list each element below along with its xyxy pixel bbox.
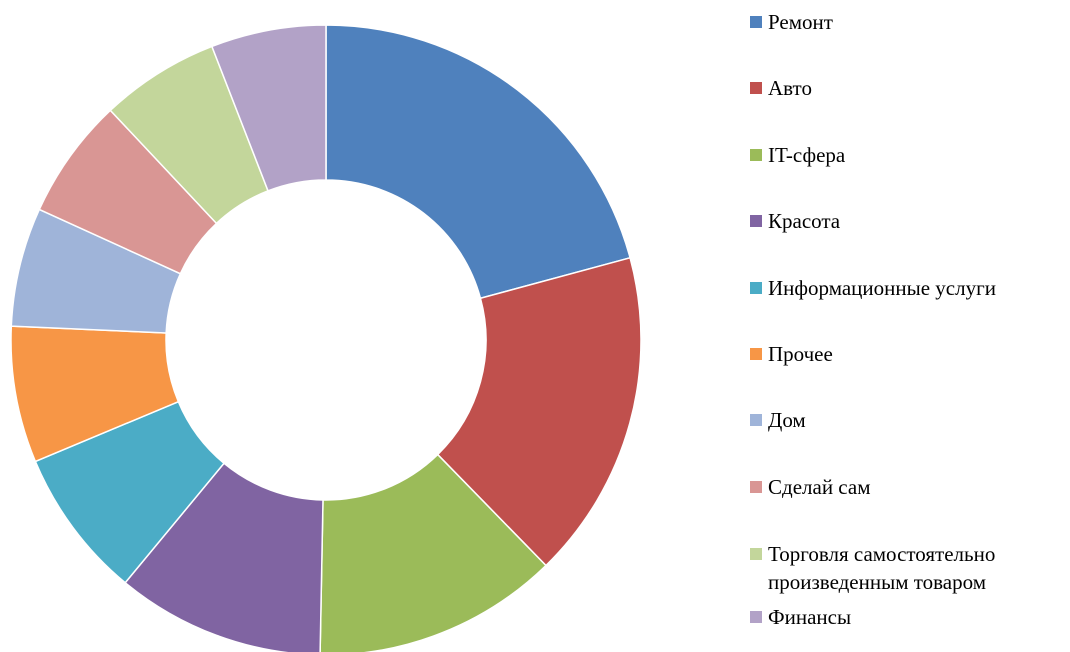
legend-item: Информационные услуги <box>750 274 1065 302</box>
legend-swatch <box>750 548 762 560</box>
legend-item: Финансы <box>750 603 1065 631</box>
donut-segment <box>319 453 547 652</box>
legend-swatch <box>750 82 762 94</box>
legend-label: Финансы <box>768 605 852 629</box>
legend-label: Сделай сам <box>768 475 871 499</box>
donut-segment <box>210 24 327 192</box>
legend-item: Прочее <box>750 340 1065 368</box>
legend-swatch <box>750 414 762 426</box>
legend-label: Ремонт <box>768 10 833 34</box>
legend-label: Прочее <box>768 342 833 366</box>
legend-swatch <box>750 215 762 227</box>
legend-label: Авто <box>768 76 812 100</box>
legend-item: Дом <box>750 406 1065 434</box>
donut <box>10 24 642 652</box>
legend-item: IT-сфера <box>750 141 1065 169</box>
donut-segment <box>436 256 642 567</box>
legend-label: Дом <box>768 408 806 432</box>
legend-swatch <box>750 16 762 28</box>
legend-swatch <box>750 149 762 161</box>
donut-segment <box>325 24 632 300</box>
legend-label: Красота <box>768 209 841 233</box>
legend-item: Ремонт <box>750 8 1065 36</box>
legend-label: Информационные услуги <box>768 276 996 300</box>
legend-item: Сделай сам <box>750 473 1065 501</box>
legend-swatch <box>750 611 762 623</box>
legend-swatch <box>750 282 762 294</box>
legend-item: Авто <box>750 74 1065 102</box>
legend-swatch <box>750 348 762 360</box>
legend-item: Торговля самостоятельно произведенным то… <box>750 540 1065 596</box>
legend-label: IT-сфера <box>768 143 846 167</box>
legend-swatch <box>750 481 762 493</box>
legend-label: Торговля самостоятельно произведенным то… <box>768 542 996 594</box>
legend-item: Красота <box>750 207 1065 235</box>
